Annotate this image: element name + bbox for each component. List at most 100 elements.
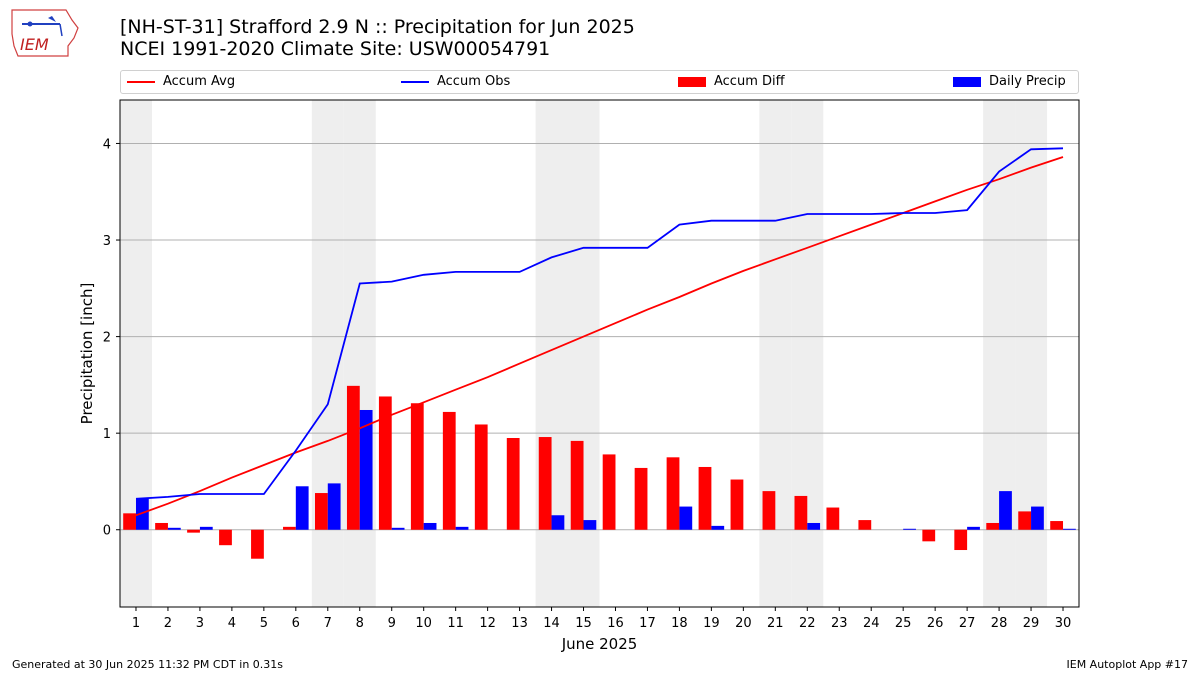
accum-avg-line xyxy=(135,156,1064,517)
x-tick-label: 5 xyxy=(260,616,268,631)
accum-diff-bar xyxy=(251,529,264,559)
weekend-band xyxy=(567,100,600,607)
x-tick-label: 25 xyxy=(895,616,912,631)
daily-precip-bar xyxy=(391,527,405,530)
daily-precip-bar xyxy=(807,522,821,530)
chart-title-line2: NCEI 1991-2020 Climate Site: USW00054791 xyxy=(120,38,551,60)
accum-diff-bar xyxy=(474,424,488,530)
x-tick-label: 8 xyxy=(356,616,364,631)
x-tick-label: 9 xyxy=(388,616,396,631)
accum-obs-line xyxy=(135,147,1064,500)
lines xyxy=(135,147,1064,517)
chart-legend: Accum Avg Accum Obs Accum Diff Daily Pre… xyxy=(120,70,1079,94)
x-tick-label: 23 xyxy=(831,616,848,631)
legend-label-accum-avg: Accum Avg xyxy=(163,74,236,89)
weekend-band xyxy=(311,100,344,607)
accum-diff-bar xyxy=(858,520,872,530)
legend-swatch-accum-avg xyxy=(127,80,155,83)
legend-label-daily-precip: Daily Precip xyxy=(989,74,1066,89)
legend-item-daily-precip: Daily Precip xyxy=(953,74,1066,89)
accum-diff-bar xyxy=(602,454,616,530)
y-tick-label: 4 xyxy=(103,137,111,152)
daily-precip-bar xyxy=(359,409,373,530)
accum-diff-bar xyxy=(155,522,168,530)
accum-diff-bar xyxy=(378,396,392,530)
accum-diff-bar xyxy=(219,529,232,546)
daily-precip-bar xyxy=(423,522,437,530)
x-tick-label: 14 xyxy=(543,616,560,631)
x-tick-label: 1 xyxy=(132,616,140,631)
accum-diff-bar xyxy=(442,411,456,530)
x-tick-label: 29 xyxy=(1023,616,1040,631)
x-tick-label: 26 xyxy=(927,616,944,631)
x-tick-label: 4 xyxy=(228,616,236,631)
legend-swatch-accum-obs xyxy=(401,80,429,83)
accum-diff-bar xyxy=(698,466,712,530)
accum-diff-bar xyxy=(187,529,200,533)
accum-diff-bar xyxy=(986,522,1000,530)
legend-item-accum-obs: Accum Obs xyxy=(401,74,510,89)
daily-precip-bar xyxy=(903,528,916,530)
accum-diff-bar xyxy=(538,437,552,530)
daily-precip-bar xyxy=(167,527,181,530)
accum-diff-bar xyxy=(410,403,424,530)
x-tick-label: 6 xyxy=(292,616,300,631)
weekend-band xyxy=(343,100,376,607)
weekend-band xyxy=(759,100,792,607)
daily-precip-bar xyxy=(1063,528,1076,530)
chart-title: [NH-ST-31] Strafford 2.9 N :: Precipitat… xyxy=(120,16,635,60)
daily-precip-bar xyxy=(999,491,1012,530)
accum-diff-bar xyxy=(123,513,136,530)
accum-diff-bar xyxy=(666,457,680,530)
legend-item-accum-avg: Accum Avg xyxy=(127,74,235,89)
y-tick-label: 0 xyxy=(103,524,111,539)
daily-precip-bar xyxy=(295,486,309,530)
weekend-band xyxy=(1015,100,1048,607)
daily-precip-bar xyxy=(135,498,149,530)
daily-precip-bar xyxy=(711,525,725,530)
accum-diff-bar xyxy=(826,507,840,530)
daily-precip-bar xyxy=(967,526,980,530)
x-tick-label: 18 xyxy=(671,616,688,631)
accum-diff-bar xyxy=(506,438,520,530)
legend-item-accum-diff: Accum Diff xyxy=(678,74,785,89)
x-tick-label: 20 xyxy=(735,616,752,631)
weekend-band xyxy=(791,100,824,607)
weekend-band xyxy=(535,100,568,607)
x-tick-label: 17 xyxy=(639,616,656,631)
x-tick-label: 22 xyxy=(799,616,816,631)
accum-diff-bar xyxy=(730,479,744,530)
x-tick-label: 24 xyxy=(863,616,880,631)
daily-precip-bar xyxy=(199,526,213,530)
accum-diff-bar xyxy=(314,493,328,530)
x-tick-label: 7 xyxy=(324,616,332,631)
accum-diff-bar xyxy=(283,526,296,530)
x-tick-label: 11 xyxy=(447,616,464,631)
x-tick-label: 16 xyxy=(607,616,624,631)
grid-lines xyxy=(120,142,1079,531)
x-tick-label: 2 xyxy=(164,616,172,631)
legend-swatch-daily-precip xyxy=(953,76,981,87)
chart-title-line1: [NH-ST-31] Strafford 2.9 N :: Precipitat… xyxy=(120,16,635,38)
legend-label-accum-diff: Accum Diff xyxy=(714,74,785,89)
accum-diff-bar xyxy=(762,491,776,530)
x-tick-label: 15 xyxy=(575,616,592,631)
x-tick-label: 30 xyxy=(1055,616,1072,631)
daily-precip-bar xyxy=(679,506,693,530)
iem-logo-graphic: IEM xyxy=(11,9,79,57)
plot-frame xyxy=(119,99,1080,608)
y-tick-label: 3 xyxy=(103,234,111,249)
daily-precip-bar xyxy=(583,520,597,530)
legend-label-accum-obs: Accum Obs xyxy=(437,74,511,89)
x-tick-label: 13 xyxy=(511,616,528,631)
x-tick-label: 27 xyxy=(959,616,976,631)
daily-precip-bar xyxy=(455,526,469,530)
iem-logo-text: IEM xyxy=(20,35,49,54)
weekend-band xyxy=(120,100,152,607)
footer-app: IEM Autoplot App #17 xyxy=(1066,658,1189,671)
x-tick-label: 3 xyxy=(196,616,204,631)
x-tick-label: 28 xyxy=(991,616,1008,631)
daily-precip-bar xyxy=(551,515,565,530)
